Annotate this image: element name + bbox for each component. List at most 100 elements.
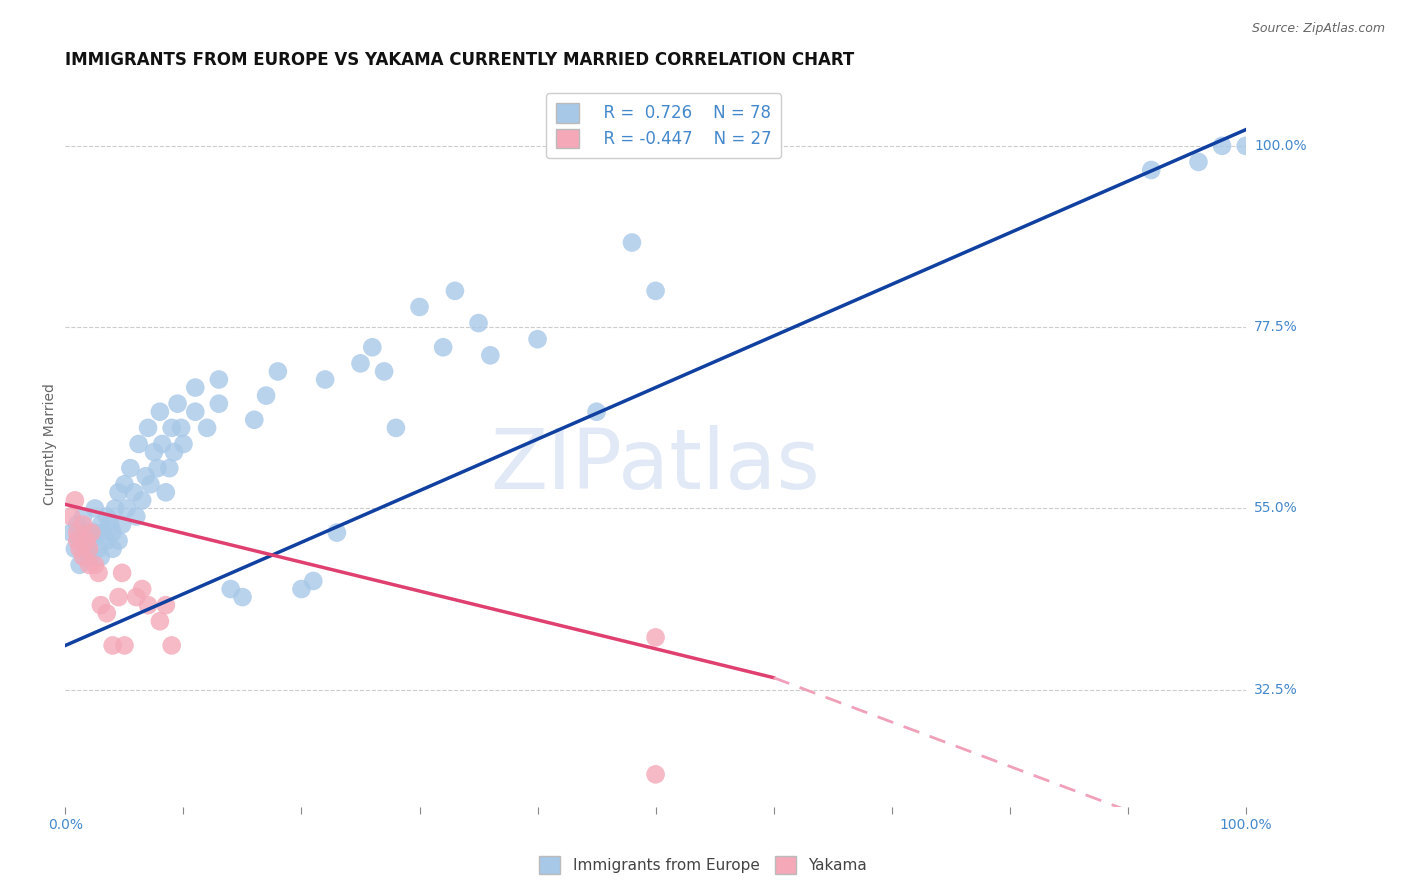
Point [195, 421, 218, 435]
Point [90, 549, 112, 564]
Point [84, 525, 107, 540]
Point [96, 606, 118, 620]
Point [146, 461, 169, 475]
Point [60, 509, 83, 524]
Point [290, 582, 312, 596]
Point [432, 340, 454, 354]
Point [314, 372, 336, 386]
Point [644, 767, 666, 781]
Point [136, 421, 159, 435]
Text: ZIPatlas: ZIPatlas [491, 425, 821, 507]
Point [1187, 155, 1209, 169]
Point [69, 541, 91, 556]
Point [80, 525, 103, 540]
Point [1234, 138, 1257, 153]
Point [243, 413, 266, 427]
Point [107, 485, 129, 500]
Point [72, 509, 94, 524]
Text: 77.5%: 77.5% [1254, 320, 1298, 334]
Point [149, 405, 172, 419]
Point [77, 549, 100, 564]
Point [77, 541, 100, 556]
Point [98, 517, 121, 532]
Point [131, 582, 153, 596]
Point [526, 332, 548, 346]
Point [160, 421, 183, 435]
Point [77, 525, 100, 540]
Point [101, 541, 124, 556]
Text: 32.5%: 32.5% [1254, 682, 1298, 697]
Point [166, 397, 188, 411]
Point [644, 631, 666, 645]
Point [155, 485, 177, 500]
Point [69, 558, 91, 572]
Point [66, 533, 89, 548]
Point [107, 590, 129, 604]
Point [172, 437, 194, 451]
Point [114, 477, 136, 491]
Point [84, 501, 107, 516]
Point [111, 517, 134, 532]
Point [72, 517, 94, 532]
Point [208, 372, 231, 386]
Point [131, 493, 153, 508]
Point [620, 235, 643, 250]
Point [1140, 163, 1163, 178]
Point [66, 525, 89, 540]
Point [104, 501, 127, 516]
Point [122, 485, 145, 500]
Point [184, 405, 207, 419]
Point [96, 509, 118, 524]
Point [157, 461, 180, 475]
Point [114, 639, 136, 653]
Point [170, 421, 193, 435]
Point [77, 558, 100, 572]
Point [479, 348, 502, 362]
Y-axis label: Currently Married: Currently Married [44, 383, 58, 505]
Point [90, 517, 112, 532]
Point [76, 525, 98, 540]
Point [254, 389, 277, 403]
Point [66, 517, 89, 532]
Point [208, 397, 231, 411]
Point [467, 316, 489, 330]
Point [107, 533, 129, 548]
Point [63, 541, 86, 556]
Point [76, 533, 98, 548]
Legend: Immigrants from Europe, Yakama: Immigrants from Europe, Yakama [533, 850, 873, 880]
Point [111, 566, 134, 580]
Point [125, 509, 148, 524]
Point [184, 380, 207, 394]
Point [72, 549, 94, 564]
Point [302, 574, 325, 588]
Point [87, 566, 110, 580]
Point [115, 501, 138, 516]
Point [63, 493, 86, 508]
Text: 100.0%: 100.0% [1254, 139, 1306, 153]
Point [408, 300, 430, 314]
Point [76, 541, 98, 556]
Point [267, 364, 290, 378]
Point [60, 525, 83, 540]
Point [101, 525, 124, 540]
Point [139, 477, 162, 491]
Point [349, 356, 371, 370]
Point [1211, 138, 1233, 153]
Point [135, 469, 157, 483]
Point [149, 614, 172, 628]
Point [125, 590, 148, 604]
Point [219, 582, 242, 596]
Point [326, 525, 349, 540]
Point [155, 598, 177, 612]
Point [644, 284, 666, 298]
Point [101, 639, 124, 653]
Point [231, 590, 253, 604]
Point [160, 639, 183, 653]
Point [80, 533, 103, 548]
Point [385, 421, 408, 435]
Point [150, 437, 173, 451]
Point [361, 340, 384, 354]
Point [90, 598, 112, 612]
Point [444, 284, 467, 298]
Point [373, 364, 395, 378]
